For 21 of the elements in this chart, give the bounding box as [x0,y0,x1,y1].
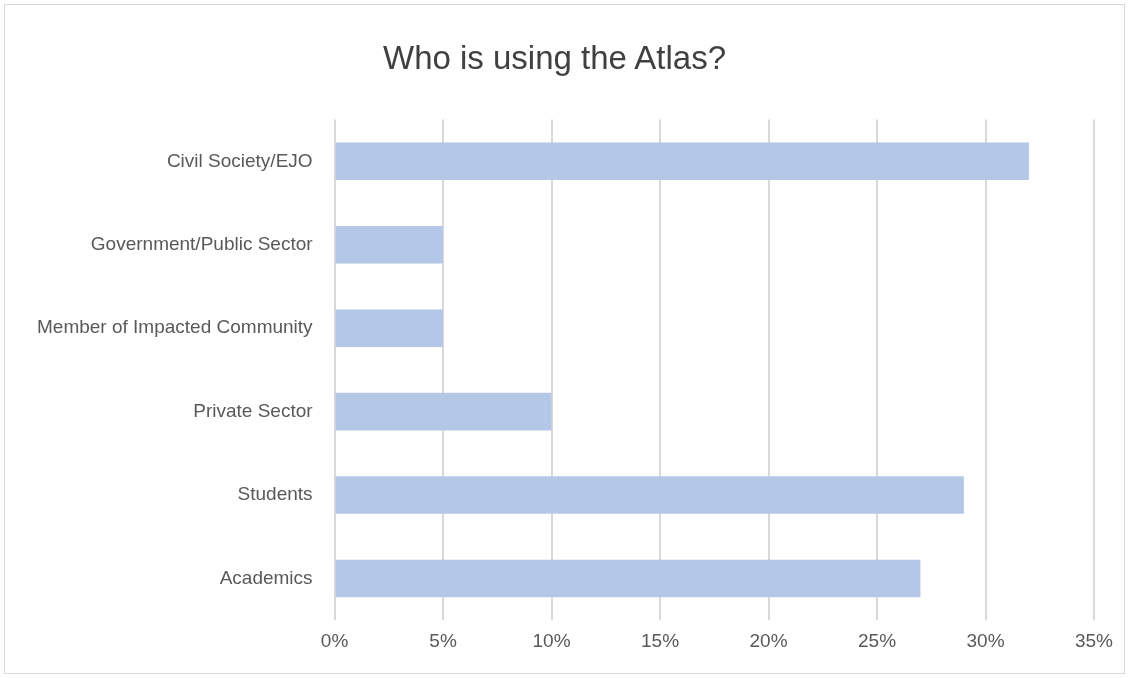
y-tick-label: Academics [219,566,313,588]
x-tick-label: 10% [532,629,571,651]
x-tick-label: 5% [429,629,457,651]
x-tick-label: 20% [749,629,788,651]
bar [335,309,444,347]
x-tick-label: 25% [858,629,897,651]
y-tick-label: Civil Society/EJO [166,149,313,171]
bar [335,392,552,431]
bar [335,476,964,514]
bar [335,142,1029,181]
y-tick-label: Students [237,483,313,505]
y-tick-label: Private Sector [193,399,314,421]
y-tick-label: Member of Impacted Community [37,316,314,338]
y-tick-label: Government/Public Sector [90,232,314,254]
chart-title: Who is using the Atlas? [382,38,727,76]
bar [335,559,921,598]
x-tick-label: 30% [966,629,1005,651]
bar [335,225,444,264]
x-tick-label: 35% [1074,629,1114,651]
x-tick-label: 0% [320,629,349,651]
x-tick-label: 15% [641,629,680,651]
